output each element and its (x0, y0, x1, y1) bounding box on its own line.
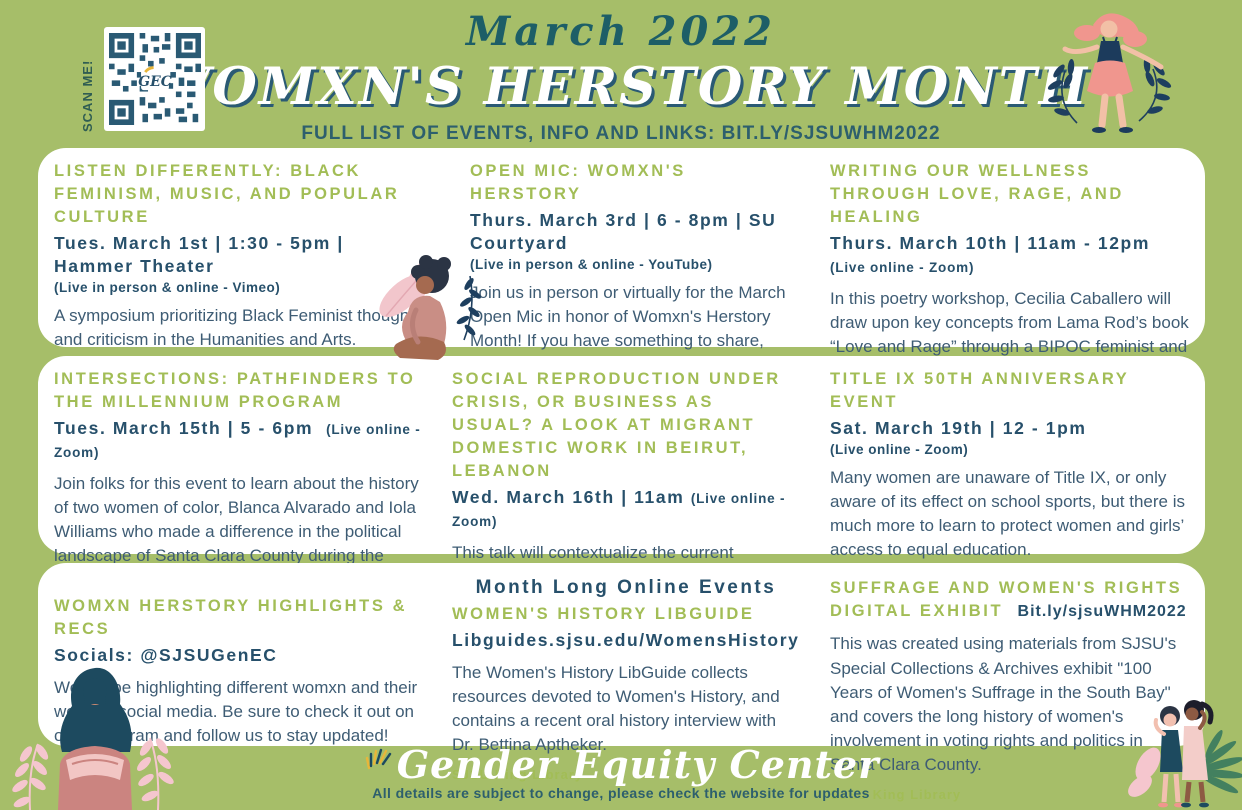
event-url[interactable]: Bit.ly/sjsuWHM2022 (1017, 603, 1187, 621)
event-datetime: Thurs. March 10th | 11am - 12pm (Live on… (830, 233, 1151, 276)
event-datetime: Tues. March 1st | 1:30 - 5pm | Hammer Th… (54, 233, 344, 277)
page-title: WOMXN'S HERSTORY MONTH (153, 57, 1089, 117)
events-row-2: INTERSECTIONS: PATHFINDERS TO THE MILLEN… (38, 356, 1205, 724)
event-title: WRITING OUR WELLNESS THROUGH LOVE, RAGE,… (830, 162, 1124, 227)
event-description: Many women are unaware of Title IX, or o… (830, 467, 1185, 560)
event-description: This was created using materials from SJ… (830, 634, 1177, 775)
month-year-title: March 2022 (466, 8, 776, 55)
event-title: OPEN MIC: WOMXN'S HERSTORY (470, 162, 686, 204)
event-title: SOCIAL REPRODUCTION UNDER CRISIS, OR BUS… (452, 370, 781, 481)
event-url[interactable]: Libguides.sjsu.edu/WomensHistory (452, 630, 800, 651)
event-datetime: Tues. March 15th | 5 - 6pm (Live online … (54, 418, 421, 460)
event-description: We will be highlighting different womxn … (54, 677, 418, 746)
scan-me-label: SCAN ME! (80, 59, 95, 132)
events-row-1: LISTEN DIFFERENTLY: BLACK FEMINISM, MUSI… (38, 148, 1205, 452)
event-stream-info: (Live online - Zoom) (830, 441, 969, 457)
event-stream-info: (Live in person & online - Vimeo) (54, 279, 281, 295)
event-card: WOMXN HERSTORY HIGHLIGHTS & RECS Socials… (38, 563, 436, 805)
event-datetime: Thurs. March 3rd | 6 - 8pm | SU Courtyar… (470, 210, 777, 253)
event-card: Month Long Online Events WOMEN'S HISTORY… (436, 563, 814, 805)
qr-code-icon: GEC (108, 33, 201, 125)
event-title: INTERSECTIONS: PATHFINDERS TO THE MILLEN… (54, 370, 416, 412)
event-title: LISTEN DIFFERENTLY: BLACK FEMINISM, MUSI… (54, 162, 400, 227)
event-datetime: Wed. March 16th | 11am (Live online - Zo… (452, 487, 786, 530)
event-description: The Women's History LibGuide collects re… (452, 662, 780, 755)
gec-logo-icon: GEC (138, 66, 172, 91)
svg-text:GEC: GEC (138, 74, 172, 90)
event-title: WOMXN HERSTORY HIGHLIGHTS & RECS (54, 597, 408, 639)
month-long-events-heading: Month Long Online Events (475, 577, 777, 598)
footer: Gender Equity Center All details are sub… (0, 742, 1242, 801)
header: March 2022 WOMXN'S HERSTORY MONTH FULL L… (0, 0, 1242, 148)
event-sponsors: SJSU King Library (830, 787, 962, 803)
events-link-subtitle: FULL LIST OF EVENTS, INFO AND LINKS: BIT… (301, 123, 941, 144)
event-title: TITLE IX 50TH ANNIVERSARY EVENT (830, 370, 1130, 412)
event-description: A symposium prioritizing Black Feminist … (54, 305, 414, 349)
fan-icon (365, 748, 391, 770)
events-row-3: WOMXN HERSTORY HIGHLIGHTS & RECS Socials… (38, 563, 1205, 802)
event-sponsors: SJSU King Library (452, 767, 584, 783)
event-socials: Socials: @SJSUGenEC (54, 645, 278, 666)
event-datetime: Sat. March 19th | 12 - 1pm (830, 418, 1087, 439)
event-card: SUFFRAGE AND WOMEN'S RIGHTS DIGITAL EXHI… (814, 563, 1205, 805)
footer-disclaimer: All details are subject to change, pleas… (372, 785, 870, 801)
gender-equity-center-logo: Gender Equity Center (363, 742, 880, 787)
event-title: SUFFRAGE AND WOMEN'S RIGHTS DIGITAL EXHI… (830, 579, 1187, 621)
qr-code[interactable]: GEC (104, 27, 205, 131)
event-title: WOMEN'S HISTORY LIBGUIDE (452, 605, 755, 623)
event-stream-info: (Live in person & online - YouTube) (470, 256, 713, 272)
